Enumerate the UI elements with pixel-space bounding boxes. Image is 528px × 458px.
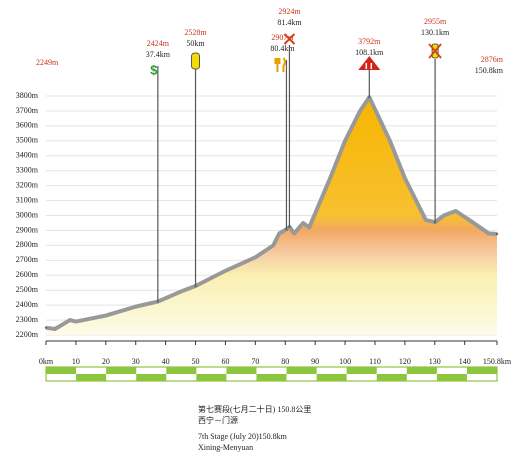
x-tick-label: 130 xyxy=(429,357,441,366)
icon-food xyxy=(274,57,286,72)
band-cell xyxy=(406,367,437,374)
icon-sprint: $ xyxy=(150,62,158,77)
x-tick-label: 90 xyxy=(311,357,319,366)
elevation-label: 3792m xyxy=(358,37,381,46)
elevation-label: 2876m xyxy=(481,55,504,64)
marker-point xyxy=(433,221,437,224)
km-label: 130.1km xyxy=(421,28,450,37)
annotations: 2249m 2424m 37.4km $2528m 50km 2907m 80.4km 292… xyxy=(36,7,504,329)
x-tick-label: 0km xyxy=(39,357,54,366)
band-cell xyxy=(256,374,287,381)
band-cell xyxy=(316,374,347,381)
band-cell xyxy=(376,374,407,381)
band-cell xyxy=(466,367,497,374)
y-tick-label: 3200m xyxy=(16,180,39,189)
icon-peak-mark xyxy=(365,63,373,69)
y-tick-label: 3600m xyxy=(16,121,39,130)
y-tick-label: 3100m xyxy=(16,195,39,204)
caption-line: 7th Stage (July 20)150.8km xyxy=(198,432,288,441)
y-tick-label: 2900m xyxy=(16,225,39,234)
x-tick-label: 70 xyxy=(251,357,259,366)
x-tick-label: 40 xyxy=(162,357,170,366)
y-tick-label: 2700m xyxy=(16,255,39,264)
band-cell xyxy=(136,374,167,381)
y-tick-label: 2300m xyxy=(16,315,39,324)
caption-line: Xining-Menyuan xyxy=(198,443,253,452)
y-tick-label: 2400m xyxy=(16,300,39,309)
elevation-label: 2249m xyxy=(36,58,59,67)
x-tick-label: 10 xyxy=(72,357,80,366)
band-cell xyxy=(46,367,77,374)
y-tick-label: 2800m xyxy=(16,240,39,249)
band-cell xyxy=(286,367,317,374)
x-tick-label: 30 xyxy=(132,357,140,366)
marker-point xyxy=(495,232,499,236)
km-label: 50km xyxy=(186,39,205,48)
km-label: 37.4km xyxy=(146,50,171,59)
x-tick-label: 150.8km xyxy=(483,357,512,366)
marker-point xyxy=(194,284,197,288)
elevation-label: 2955m xyxy=(424,17,447,26)
marker-point xyxy=(44,326,48,329)
icon-cross xyxy=(283,33,296,45)
elevation-label: 2907m xyxy=(271,33,294,42)
x-tick-label: 140 xyxy=(459,357,471,366)
x-tick-label: 50 xyxy=(192,357,200,366)
y-tick-label: 3000m xyxy=(16,210,39,219)
y-tick-label: 3400m xyxy=(16,151,39,160)
km-label: 81.4km xyxy=(277,18,302,27)
marker-point xyxy=(285,228,288,231)
y-tick-label: 3700m xyxy=(16,106,39,115)
y-tick-label: 2600m xyxy=(16,270,39,279)
area-fill xyxy=(46,97,497,335)
km-label: 108.1km xyxy=(355,48,384,57)
marker-point xyxy=(156,300,160,303)
band-cell xyxy=(196,374,227,381)
x-tick-label: 120 xyxy=(399,357,411,366)
distance-band xyxy=(45,366,498,382)
icon-peak xyxy=(358,56,381,70)
icon-no-feed-cross xyxy=(428,43,442,59)
km-label: 150.8km xyxy=(475,66,504,75)
x-tick-label: 20 xyxy=(102,357,110,366)
icon-feed xyxy=(191,52,200,70)
km-label: 80.4km xyxy=(270,44,295,53)
x-tick-label: 80 xyxy=(281,357,289,366)
y-tick-label: 3300m xyxy=(16,166,39,175)
x-tick-label: 110 xyxy=(369,357,381,366)
marker-point xyxy=(288,225,291,229)
y-tick-label: 2200m xyxy=(16,330,39,339)
y-tick-label: 2500m xyxy=(16,285,39,294)
x-tick-label: 60 xyxy=(221,357,229,366)
band-cell xyxy=(436,374,467,381)
elevation-label: 2424m xyxy=(147,39,170,48)
plot: 0km 10 20 30 40 50 60 70 80 90 100 110 120 130 140 150.… xyxy=(39,95,512,366)
elevation-label: 2528m xyxy=(184,28,207,37)
band-cell xyxy=(226,367,257,374)
band-cell xyxy=(166,367,197,374)
band-cell xyxy=(106,367,137,374)
elevation-label: 2924m xyxy=(278,7,301,16)
caption-line: 第七赛段(七月二十日) 150.8公里 xyxy=(198,404,311,414)
caption-line: 西宁－门源 xyxy=(198,415,238,425)
x-tick-label: 100 xyxy=(339,357,351,366)
marker-point xyxy=(368,95,371,99)
band-cell xyxy=(76,374,107,381)
band-cell xyxy=(346,367,377,374)
y-tick-label: 3500m xyxy=(16,136,39,145)
y-tick-label: 3800m xyxy=(16,91,39,100)
